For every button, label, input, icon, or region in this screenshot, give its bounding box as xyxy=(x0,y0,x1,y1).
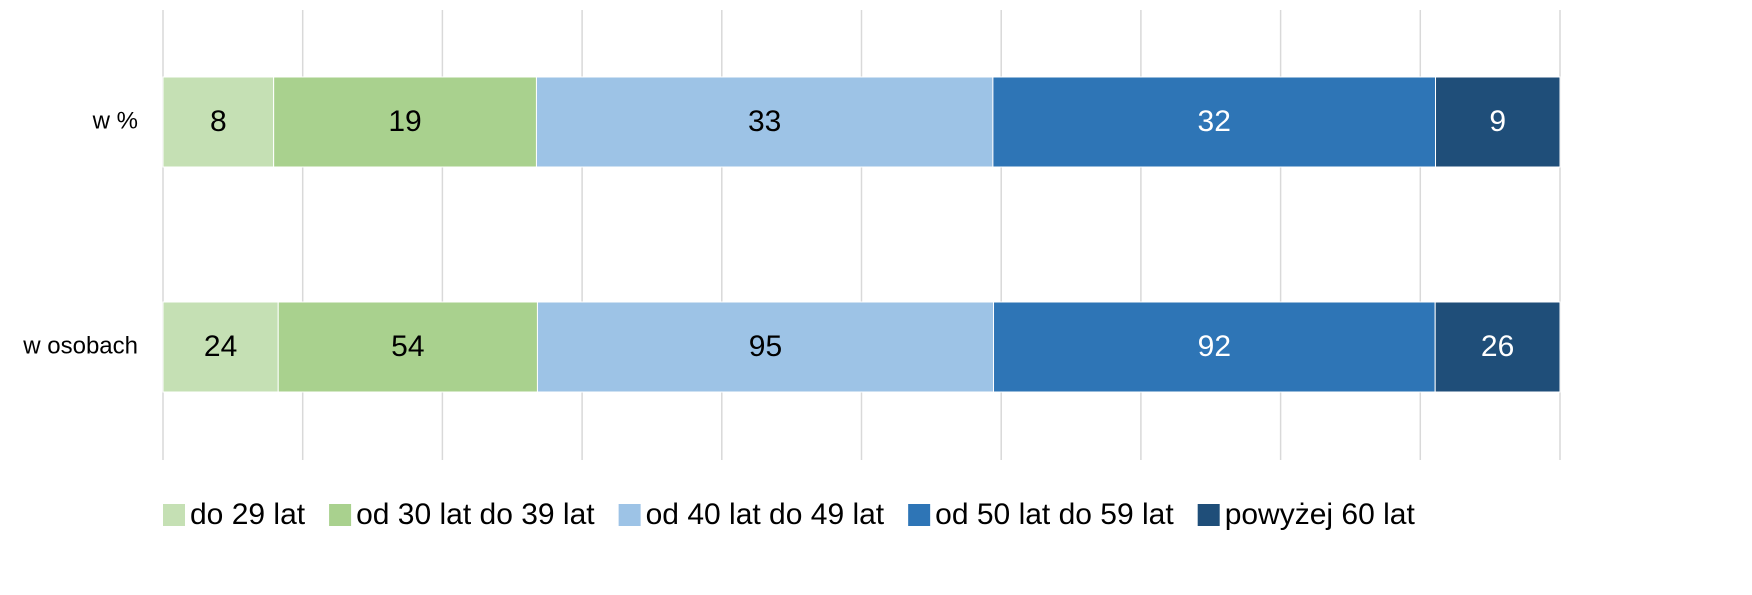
bar-segment xyxy=(162,76,275,168)
category-label: w % xyxy=(92,107,138,134)
category-label: w osobach xyxy=(22,332,138,359)
legend-swatch xyxy=(1197,504,1220,526)
legend-swatch xyxy=(618,504,641,526)
data-label: 54 xyxy=(391,330,424,363)
data-label: 19 xyxy=(388,105,421,138)
bar-segment xyxy=(273,76,537,168)
legend-label: do 29 lat xyxy=(190,498,306,531)
bar-segment xyxy=(993,301,1436,393)
legend-swatch xyxy=(329,504,352,526)
data-label: 95 xyxy=(749,330,782,363)
bar-segment xyxy=(1435,76,1561,168)
legend-label: od 30 lat do 39 lat xyxy=(356,498,595,531)
legend-swatch xyxy=(163,504,185,526)
legend-label: powyżej 60 lat xyxy=(1225,498,1416,531)
data-label: 24 xyxy=(204,330,237,363)
data-label: 32 xyxy=(1198,105,1231,138)
bar-segment xyxy=(535,76,994,168)
bar-segment xyxy=(277,301,538,393)
data-label: 9 xyxy=(1489,105,1506,138)
legend-label: od 40 lat do 49 lat xyxy=(646,498,885,531)
legend-swatch xyxy=(908,504,931,526)
data-label: 8 xyxy=(210,105,227,138)
data-label: 92 xyxy=(1198,330,1231,363)
bar-segment xyxy=(162,301,279,393)
data-label: 33 xyxy=(748,105,781,138)
bar-segment xyxy=(992,76,1437,168)
data-label: 26 xyxy=(1481,330,1514,363)
bar-segment xyxy=(1434,301,1561,393)
legend-label: od 50 lat do 59 lat xyxy=(935,498,1174,531)
